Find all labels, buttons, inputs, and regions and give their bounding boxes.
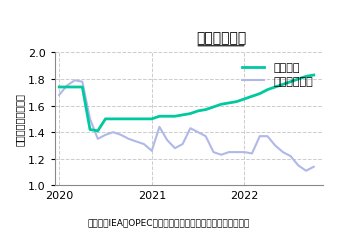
生産割当 [212,106,216,109]
実際の産油量 [265,135,269,138]
生産割当 [265,89,269,92]
実際の産油量 [73,80,77,82]
Text: ナイジェリア: ナイジェリア [196,31,246,45]
生産割当 [219,104,223,106]
実際の産油量 [134,140,138,143]
実際の産油量 [304,170,308,172]
実際の産油量 [180,143,185,146]
実際の産油量 [289,155,293,158]
生産割当 [235,101,239,104]
生産割当 [119,118,123,121]
実際の産油量 [258,135,262,138]
実際の産油量 [88,118,92,121]
実際の産油量 [165,139,169,142]
生産割当 [88,128,92,131]
実際の産油量 [235,151,239,154]
生産割当 [165,115,169,118]
実際の産油量 [296,164,300,167]
生産割当 [96,130,100,133]
生産割当 [158,115,162,118]
実際の産油量 [142,143,146,146]
実際の産油量 [227,151,231,154]
実際の産油量 [111,131,115,134]
生産割当 [204,109,208,112]
実際の産油量 [80,81,84,84]
生産割当 [173,115,177,118]
生産割当 [289,81,293,84]
生産割当 [150,118,154,121]
生産割当 [111,118,115,121]
実際の産油量 [103,134,107,137]
生産割当 [242,98,246,101]
生産割当 [80,86,84,89]
生産割当 [196,110,200,113]
生産割当 [227,102,231,105]
実際の産油量 [96,138,100,141]
生産割当 [103,118,107,121]
生産割当 [250,95,254,98]
実際の産油量 [127,138,131,141]
Legend: 生産割当, 実際の産油量: 生産割当, 実際の産油量 [238,59,317,91]
実際の産油量 [173,147,177,150]
生産割当 [127,118,131,121]
実際の産油量 [188,127,192,130]
実際の産油量 [219,154,223,156]
生産割当 [304,76,308,78]
実際の産油量 [250,152,254,155]
実際の産油量 [196,131,200,134]
実際の産油量 [65,85,69,88]
生産割当 [258,93,262,95]
実際の産油量 [158,126,162,129]
実際の産油量 [212,151,216,154]
実際の産油量 [242,151,246,154]
実際の産油量 [150,150,154,153]
生産割当 [281,84,285,86]
Line: 生産割当: 生産割当 [59,76,314,131]
生産割当 [142,118,146,121]
生産割当 [57,86,61,89]
Line: 実際の産油量: 実際の産油量 [59,81,314,171]
実際の産油量 [281,151,285,154]
生産割当 [180,114,185,117]
Y-axis label: （百万バレル／日）: （百万バレル／日） [15,93,25,146]
実際の産油量 [204,135,208,138]
Text: （出所：IEA、OPECより住友商事グローバルリサーチ作成）: （出所：IEA、OPECより住友商事グローバルリサーチ作成） [88,218,250,227]
生産割当 [296,78,300,81]
生産割当 [134,118,138,121]
生産割当 [188,113,192,115]
生産割当 [273,86,277,89]
実際の産油量 [312,166,316,168]
実際の産油量 [273,144,277,147]
実際の産油量 [57,94,61,97]
実際の産油量 [119,134,123,137]
生産割当 [312,74,316,77]
生産割当 [65,86,69,89]
生産割当 [73,86,77,89]
